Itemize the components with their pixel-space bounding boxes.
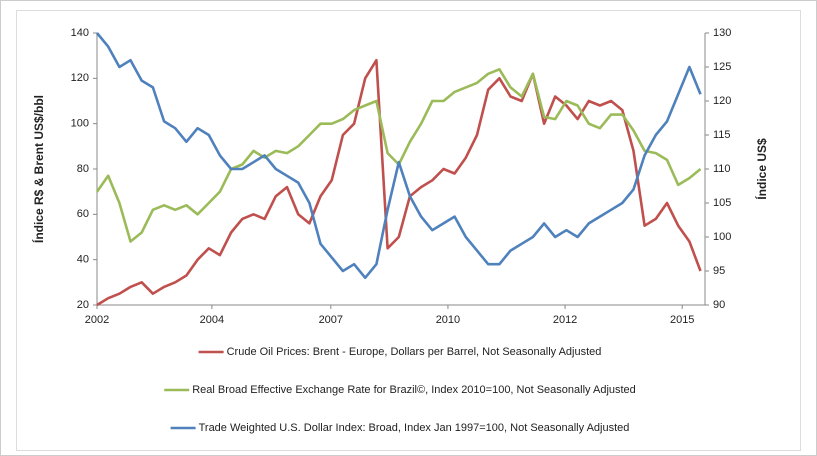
y-tick-label: 60 [77,208,89,220]
y2-tick-label: 95 [713,265,725,277]
series-line [96,58,702,307]
y-tick-label: 20 [77,299,89,311]
y2-tick-label: 125 [713,61,731,73]
x-tick-label: 2002 [85,314,109,326]
x-tick-label: 2004 [200,314,224,326]
y2-tick-label: 100 [713,231,731,243]
y-axis-label: Índice R$ & Brent US$/bbl [31,95,46,243]
y-tick-label: 140 [71,27,89,39]
y-tick-label: 120 [71,72,89,84]
x-tick-label: 2012 [553,314,577,326]
y-tick-label: 80 [77,163,89,175]
y-tick-label: 100 [71,118,89,130]
series-line [95,32,702,280]
y-tick-label: 40 [77,254,89,266]
y2-axis-label: Índice US$ [754,138,769,200]
y2-tick-label: 130 [713,27,731,39]
x-tick-label: 2010 [436,314,460,326]
y2-tick-label: 90 [713,299,725,311]
legend-label: Crude Oil Prices: Brent - Europe, Dollar… [227,346,602,358]
y2-tick-label: 105 [713,197,731,209]
x-tick-label: 2007 [319,314,343,326]
y2-tick-label: 110 [713,163,731,175]
legend-label: Real Broad Effective Exchange Rate for B… [192,384,636,396]
x-tick-label: 2015 [670,314,694,326]
y2-tick-label: 115 [713,129,731,141]
legend-label: Trade Weighted U.S. Dollar Index: Broad,… [199,422,630,434]
y2-tick-label: 120 [713,95,731,107]
